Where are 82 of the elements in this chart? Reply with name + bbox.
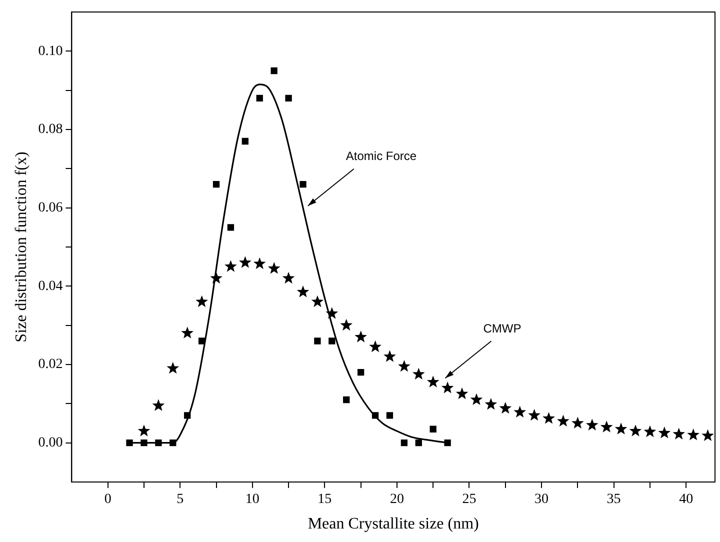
point bbox=[372, 412, 379, 419]
x-tick-label: 40 bbox=[679, 492, 694, 508]
point bbox=[126, 440, 133, 446]
point bbox=[557, 414, 570, 427]
point bbox=[285, 94, 292, 102]
point bbox=[444, 440, 451, 446]
point bbox=[528, 408, 540, 421]
y-tick-label: 0.02 bbox=[38, 357, 63, 372]
point bbox=[430, 426, 436, 432]
y-tick-label: 0.06 bbox=[38, 200, 63, 216]
point bbox=[369, 340, 382, 352]
point bbox=[242, 138, 249, 145]
point bbox=[384, 350, 396, 362]
x-tick-label: 25 bbox=[462, 492, 476, 508]
point bbox=[614, 422, 628, 434]
point bbox=[198, 338, 206, 344]
point bbox=[210, 272, 222, 284]
annotation: CMWP bbox=[483, 321, 522, 336]
point bbox=[227, 224, 234, 231]
point bbox=[181, 326, 194, 338]
y-tick-label: 0.00 bbox=[38, 436, 63, 451]
point bbox=[702, 429, 714, 442]
point bbox=[328, 338, 336, 344]
point bbox=[398, 360, 410, 372]
point bbox=[296, 286, 310, 298]
x-tick-label: 5 bbox=[176, 492, 184, 508]
point bbox=[600, 420, 613, 432]
point bbox=[470, 393, 483, 406]
x-tick-label: 20 bbox=[390, 492, 404, 508]
point bbox=[184, 412, 191, 419]
x-tick-label: 10 bbox=[245, 492, 260, 508]
point bbox=[400, 440, 408, 446]
point bbox=[238, 256, 252, 268]
point bbox=[270, 67, 278, 74]
point bbox=[140, 440, 148, 446]
point bbox=[311, 295, 324, 308]
point bbox=[343, 396, 350, 404]
y-tick-label: 0.10 bbox=[38, 44, 63, 59]
point bbox=[484, 398, 498, 410]
point bbox=[326, 307, 338, 319]
point bbox=[155, 440, 162, 446]
x-tick-label: 0 bbox=[104, 492, 112, 508]
point bbox=[152, 399, 165, 411]
annotation: Atomic Force bbox=[346, 149, 417, 164]
point bbox=[571, 416, 584, 429]
point bbox=[542, 412, 555, 424]
y-tick-label: 0.08 bbox=[38, 122, 63, 138]
point bbox=[166, 362, 180, 374]
point bbox=[170, 440, 176, 446]
point bbox=[499, 402, 512, 414]
point bbox=[644, 425, 656, 438]
point bbox=[441, 382, 454, 394]
point bbox=[357, 369, 364, 376]
point bbox=[672, 428, 686, 440]
point bbox=[629, 424, 642, 436]
point bbox=[514, 406, 526, 418]
point bbox=[415, 440, 422, 446]
point bbox=[687, 428, 700, 440]
point bbox=[314, 338, 321, 344]
point bbox=[138, 424, 150, 436]
point bbox=[300, 181, 306, 188]
point bbox=[586, 418, 598, 430]
x-axis-title: Mean Crystallite size (nm) bbox=[308, 516, 479, 533]
point bbox=[412, 368, 425, 380]
x-tick-label: 30 bbox=[534, 492, 549, 508]
y-axis-title: Size distribution function f(x) bbox=[12, 152, 30, 342]
x-tick-label: 15 bbox=[318, 492, 332, 508]
point bbox=[658, 426, 671, 438]
point bbox=[340, 318, 353, 331]
point bbox=[212, 181, 220, 188]
x-tick-label: 35 bbox=[606, 492, 621, 508]
point bbox=[268, 262, 280, 274]
point bbox=[456, 387, 468, 400]
point bbox=[196, 295, 208, 308]
point bbox=[253, 257, 266, 270]
point bbox=[224, 260, 237, 272]
point bbox=[354, 330, 368, 342]
point bbox=[282, 272, 295, 284]
point bbox=[426, 376, 440, 388]
y-tick-label: 0.04 bbox=[38, 278, 63, 294]
point bbox=[386, 412, 394, 419]
point bbox=[256, 94, 263, 102]
